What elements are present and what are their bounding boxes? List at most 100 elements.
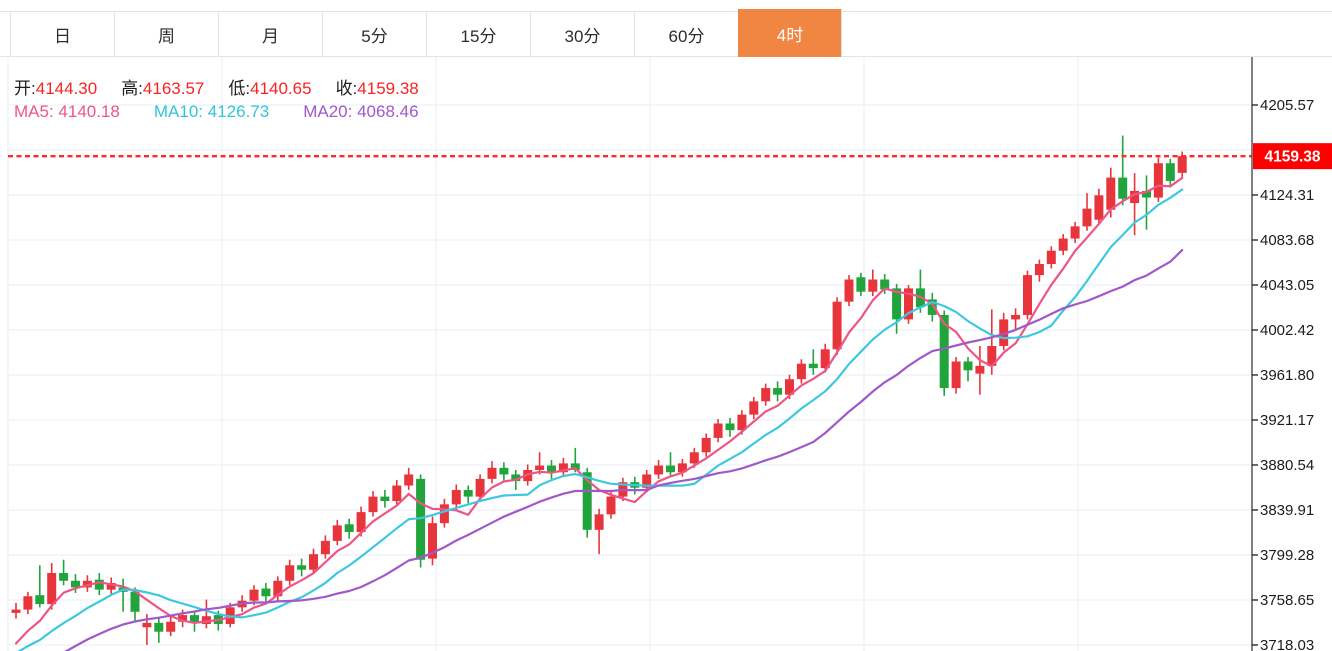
candle-body: [130, 591, 140, 612]
y-tick-label: 3799.28: [1260, 547, 1314, 564]
candle-body: [737, 414, 747, 431]
candle-body: [725, 423, 735, 431]
candle-body: [439, 504, 449, 524]
candle-body: [880, 279, 890, 290]
chart-legend: 开:4144.30 高:4163.57 低:4140.65 收:4159.38 MA5…: [14, 77, 453, 123]
candle-body: [1106, 177, 1116, 210]
candle-body: [428, 523, 437, 559]
candle-body: [201, 616, 211, 624]
candle-body: [499, 467, 509, 475]
candle-body: [475, 478, 485, 497]
low-legend: 低:4140.65: [228, 79, 311, 98]
candle-body: [1094, 195, 1104, 220]
candle-body: [535, 465, 545, 471]
candle-body: [35, 595, 45, 605]
ma-legend-row: MA5: 4140.18 MA10: 4126.73 MA20: 4068.46: [14, 100, 453, 123]
tab-4hour[interactable]: 4时: [738, 9, 842, 57]
candle-body: [451, 489, 461, 505]
candle-body: [558, 463, 568, 473]
y-tick-label: 4124.31: [1260, 187, 1314, 204]
close-legend: 收:4159.38: [336, 79, 419, 98]
candle-body: [1153, 163, 1163, 198]
y-tick-label: 4043.05: [1260, 277, 1314, 294]
candle-body: [1023, 275, 1032, 315]
candle-body: [1177, 156, 1187, 173]
ma5-line: [14, 176, 1184, 645]
candle-body: [856, 277, 866, 292]
ma20-value: 4068.46: [357, 102, 419, 121]
candle-body: [713, 423, 723, 438]
candle-body: [1058, 238, 1068, 251]
candle-body: [654, 465, 664, 475]
ma20-label: MA20:: [303, 102, 353, 121]
candle-body: [939, 314, 949, 389]
candle-body: [927, 299, 937, 315]
candle-body: [868, 279, 878, 292]
candle-body: [1118, 177, 1128, 199]
candle-body: [820, 349, 830, 369]
candle-body: [963, 361, 973, 371]
candle-body: [1011, 314, 1021, 320]
tab-weekly[interactable]: 周: [114, 12, 218, 56]
candle-body: [11, 609, 21, 613]
candle-body: [547, 465, 556, 473]
candle-body: [297, 565, 307, 570]
candle-body: [606, 496, 616, 515]
candle-body: [273, 580, 283, 597]
candle-body: [785, 379, 794, 395]
candle-body: [487, 467, 497, 479]
y-tick-label: 4083.68: [1260, 232, 1314, 249]
candle-body: [1130, 190, 1140, 204]
candle-body: [999, 319, 1009, 346]
candle-body: [166, 621, 176, 632]
candle-body: [808, 363, 818, 369]
candle-body: [951, 361, 961, 389]
current-price-label-box: [1253, 143, 1332, 170]
candle-body: [368, 496, 378, 513]
grid-lines: [7, 57, 1252, 651]
candle-body: [773, 388, 783, 395]
candle-body: [23, 596, 33, 610]
tab-60min[interactable]: 60分: [634, 12, 738, 56]
candle-body: [1070, 226, 1080, 239]
candle-body: [59, 573, 69, 581]
tab-15min[interactable]: 15分: [426, 12, 530, 56]
candle-body: [1046, 250, 1056, 265]
candle-body: [261, 588, 271, 597]
candle-body: [356, 512, 366, 533]
ma10-value: 4126.73: [207, 102, 270, 121]
candle-body: [309, 554, 318, 570]
candle-body: [1142, 190, 1151, 198]
y-tick-label: 3921.17: [1260, 412, 1314, 429]
high-value: 4163.57: [142, 79, 205, 98]
y-tick-label: 3880.54: [1260, 457, 1314, 474]
y-tick-label: 4002.42: [1260, 322, 1314, 339]
ma10-legend: MA10: 4126.73: [154, 102, 269, 121]
tab-5min[interactable]: 5分: [322, 12, 426, 56]
candle-body: [142, 622, 152, 628]
candles: [11, 135, 1187, 646]
open-label: 开:: [14, 79, 36, 98]
high-label: 高:: [121, 79, 143, 98]
candle-body: [975, 365, 985, 374]
candle-body: [392, 485, 402, 502]
ma10-line: [17, 188, 1184, 651]
tab-daily[interactable]: 日: [10, 12, 114, 56]
candle-body: [1034, 264, 1044, 276]
candle-body: [463, 489, 473, 497]
ma5-value: 4140.18: [58, 102, 120, 121]
y-tick-label: 3839.91: [1260, 502, 1314, 519]
tab-30min[interactable]: 30分: [530, 12, 634, 56]
low-label: 低:: [228, 79, 251, 98]
tab-monthly[interactable]: 月: [218, 12, 322, 56]
candle-body: [71, 580, 80, 588]
candle-body: [642, 474, 652, 488]
candle-body: [582, 472, 592, 530]
y-tick-label: 3718.03: [1260, 637, 1314, 651]
y-tick-label: 3961.80: [1260, 367, 1314, 384]
y-axis-ticks: 4205.57 4124.31 4083.68 4043.05 4002.42 3961.…: [1252, 97, 1314, 651]
y-tick-label: 3758.65: [1260, 592, 1314, 609]
candle-body: [47, 573, 57, 605]
ma5-label: MA5:: [14, 102, 54, 121]
